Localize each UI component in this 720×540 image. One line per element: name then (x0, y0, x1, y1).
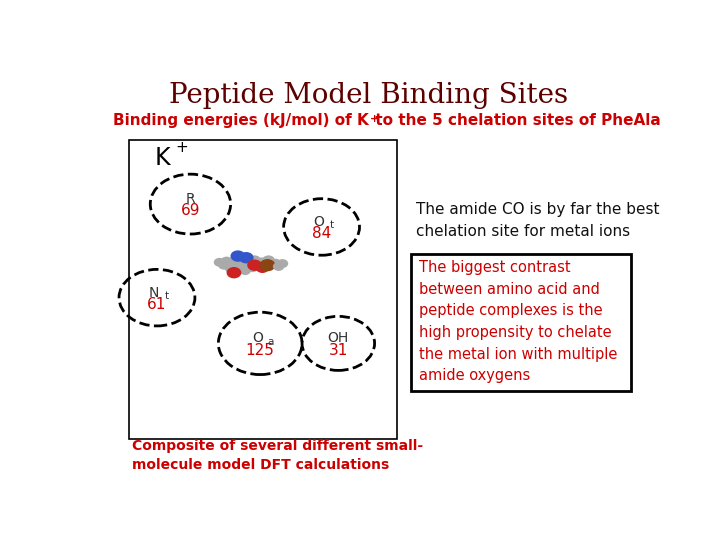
Text: t: t (330, 220, 333, 230)
Circle shape (221, 258, 233, 266)
Text: Composite of several different small-
molecule model DFT calculations: Composite of several different small- mo… (132, 439, 423, 472)
Text: +: + (176, 140, 188, 156)
Circle shape (228, 261, 240, 269)
Circle shape (228, 268, 240, 278)
Text: 61: 61 (148, 297, 166, 312)
Circle shape (242, 259, 253, 268)
Circle shape (240, 253, 253, 263)
Text: 125: 125 (246, 342, 274, 357)
Text: N: N (149, 286, 159, 300)
Circle shape (249, 256, 260, 265)
Circle shape (248, 264, 258, 272)
Text: Peptide Model Binding Sites: Peptide Model Binding Sites (169, 83, 569, 110)
Text: R: R (186, 192, 195, 206)
Text: OH: OH (328, 332, 349, 346)
Circle shape (260, 260, 275, 271)
Text: to the 5 chelation sites of PheAla: to the 5 chelation sites of PheAla (370, 113, 661, 128)
Text: 69: 69 (181, 203, 200, 218)
Text: O: O (252, 332, 263, 346)
Text: O: O (313, 215, 324, 229)
Circle shape (256, 258, 267, 266)
Circle shape (256, 263, 269, 272)
Text: The amide CO is by far the best
chelation site for metal ions: The amide CO is by far the best chelatio… (416, 202, 660, 239)
Circle shape (215, 259, 225, 266)
Text: Binding energies (kJ/mol) of K: Binding energies (kJ/mol) of K (113, 113, 369, 128)
Circle shape (225, 265, 235, 272)
Text: 84: 84 (312, 226, 331, 241)
Bar (411, 254, 631, 391)
Text: t: t (165, 291, 169, 301)
Text: K: K (154, 146, 170, 170)
Circle shape (274, 263, 284, 270)
Circle shape (270, 259, 281, 268)
Circle shape (263, 256, 274, 265)
Circle shape (240, 267, 250, 274)
Text: 31: 31 (328, 342, 348, 357)
Circle shape (235, 258, 246, 266)
Circle shape (219, 261, 229, 269)
Circle shape (277, 260, 287, 267)
Circle shape (248, 260, 261, 270)
Bar (129, 140, 397, 439)
Text: +: + (370, 114, 379, 124)
Circle shape (231, 251, 245, 261)
Text: a: a (267, 337, 274, 347)
Text: The biggest contrast
between amino acid and
peptide complexes is the
high propen: The biggest contrast between amino acid … (419, 260, 618, 383)
Circle shape (233, 265, 243, 272)
